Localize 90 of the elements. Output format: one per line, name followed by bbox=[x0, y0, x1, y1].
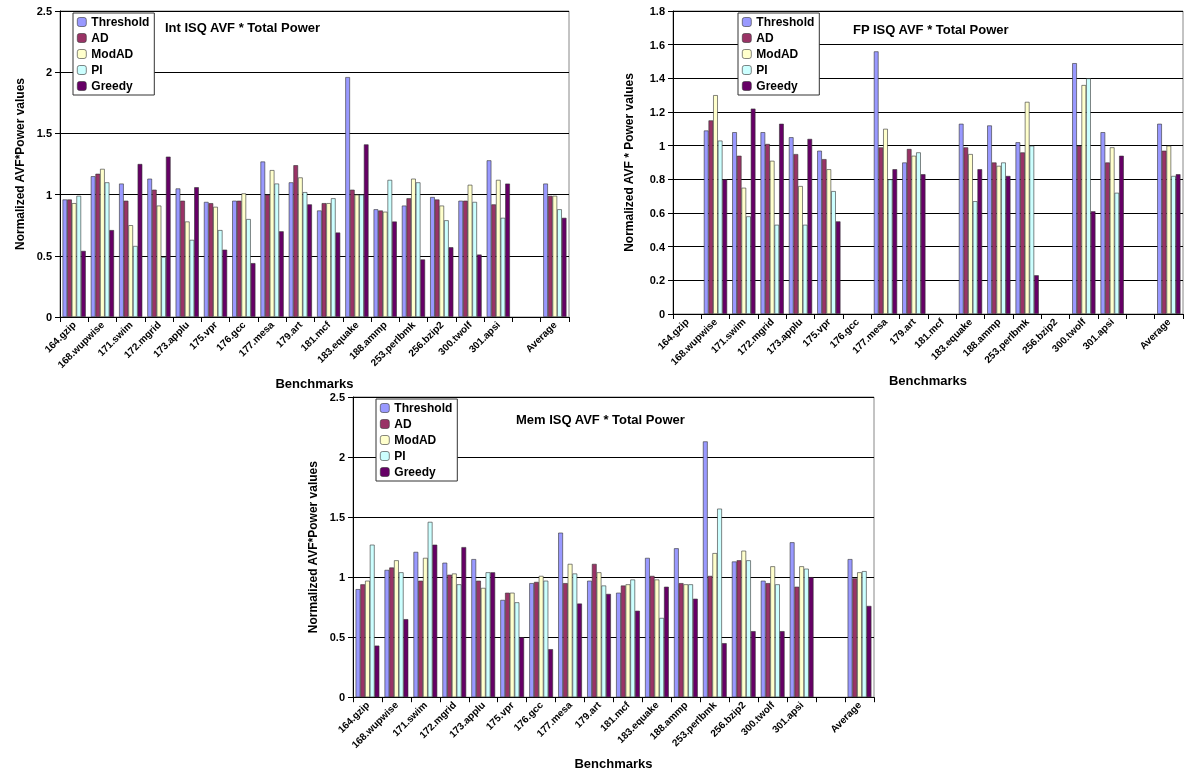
y-axis-title: Normalized AVF*Power values bbox=[12, 77, 27, 251]
bar bbox=[760, 580, 766, 698]
legend-label: PI bbox=[91, 63, 103, 77]
y-tick-label: 1 bbox=[45, 188, 52, 201]
legend-label: ModAD bbox=[756, 47, 799, 61]
bar bbox=[363, 144, 369, 317]
legend-label: AD bbox=[756, 31, 774, 45]
bar bbox=[208, 203, 214, 317]
y-tick-label: 1.6 bbox=[649, 38, 665, 51]
bar bbox=[373, 209, 379, 317]
y-axis-title: Normalized AVF * Power values bbox=[622, 72, 636, 252]
y-tick-label: 0.2 bbox=[649, 274, 665, 287]
legend-label: Threshold bbox=[91, 15, 150, 29]
x-axis-title: Benchmarks bbox=[888, 372, 968, 388]
bar bbox=[558, 532, 563, 698]
bar bbox=[467, 184, 473, 317]
y-tick-label: 0.5 bbox=[36, 249, 52, 262]
legend-label: ModAD bbox=[394, 433, 437, 447]
x-axis-title: Benchmarks bbox=[275, 375, 354, 391]
bar bbox=[165, 156, 171, 317]
bar bbox=[434, 199, 440, 317]
bar bbox=[750, 108, 756, 314]
bar bbox=[847, 559, 853, 698]
bar bbox=[321, 203, 327, 317]
y-tick-label: 1.4 bbox=[649, 72, 666, 85]
y-tick-label: 2 bbox=[45, 66, 52, 79]
legend-label: Greedy bbox=[394, 465, 436, 479]
bar bbox=[415, 182, 421, 317]
text: Mem ISQ AVF * Total Power bbox=[516, 412, 685, 427]
legend-label: PI bbox=[756, 63, 768, 77]
bar bbox=[175, 188, 181, 317]
bar bbox=[529, 583, 535, 698]
bar bbox=[1072, 63, 1077, 314]
y-tick-label: 0.5 bbox=[329, 631, 345, 644]
bar bbox=[873, 51, 879, 314]
legend-label: AD bbox=[91, 31, 109, 45]
y-tick-label: 1.2 bbox=[649, 106, 665, 118]
bar bbox=[486, 160, 492, 317]
bar bbox=[760, 132, 766, 314]
bar bbox=[458, 200, 464, 317]
bar bbox=[442, 562, 448, 698]
bar bbox=[137, 164, 143, 317]
text: FP ISQ AVF * Total Power bbox=[853, 22, 1009, 37]
legend-label: Greedy bbox=[91, 79, 133, 93]
legend-label: Threshold bbox=[756, 15, 815, 29]
y-tick-label: 1 bbox=[338, 571, 345, 584]
bar bbox=[552, 195, 558, 317]
bar bbox=[1109, 147, 1115, 314]
legend-label: Threshold bbox=[394, 401, 453, 415]
y-tick-label: 1.5 bbox=[329, 511, 345, 524]
legend-label: ModAD bbox=[91, 47, 134, 61]
bar bbox=[384, 569, 390, 698]
legend-label: AD bbox=[394, 417, 412, 431]
y-axis-title: Normalized AVF*Power values bbox=[305, 460, 320, 634]
bar bbox=[702, 441, 708, 698]
bar bbox=[1175, 174, 1181, 314]
y-tick-label: 0 bbox=[658, 308, 665, 320]
y-tick-label: 0 bbox=[338, 691, 345, 704]
bar bbox=[1157, 123, 1162, 314]
y-tick-label: 0.4 bbox=[649, 240, 666, 253]
bar bbox=[789, 542, 795, 698]
y-tick-label: 0.6 bbox=[649, 207, 665, 219]
y-tick-label: 2.5 bbox=[329, 391, 345, 403]
bar bbox=[1024, 101, 1030, 314]
y-tick-label: 1.8 bbox=[649, 5, 665, 17]
bar bbox=[495, 179, 501, 317]
bar bbox=[269, 170, 275, 317]
bar bbox=[1100, 132, 1106, 314]
text: Int ISQ AVF * Total Power bbox=[165, 20, 321, 35]
bar bbox=[485, 572, 491, 698]
bar bbox=[413, 551, 419, 698]
bar bbox=[996, 165, 1002, 314]
bar bbox=[543, 183, 548, 317]
bar bbox=[90, 176, 96, 317]
bar bbox=[1015, 142, 1021, 314]
bar bbox=[260, 161, 266, 317]
legend-label: Greedy bbox=[756, 79, 798, 93]
bar bbox=[1166, 145, 1172, 314]
y-tick-label: 1 bbox=[658, 139, 665, 152]
y-tick-label: 2 bbox=[338, 451, 345, 464]
y-tick-label: 1.5 bbox=[36, 127, 52, 140]
bar bbox=[147, 178, 153, 317]
bar bbox=[62, 199, 68, 317]
y-tick-label: 0 bbox=[45, 311, 52, 323]
legend-label: PI bbox=[394, 449, 406, 463]
x-axis-title: Benchmarks bbox=[574, 756, 653, 771]
bar bbox=[387, 179, 393, 317]
y-tick-label: 2.5 bbox=[36, 5, 52, 17]
y-tick-label: 0.8 bbox=[649, 173, 665, 186]
bar bbox=[471, 559, 477, 698]
